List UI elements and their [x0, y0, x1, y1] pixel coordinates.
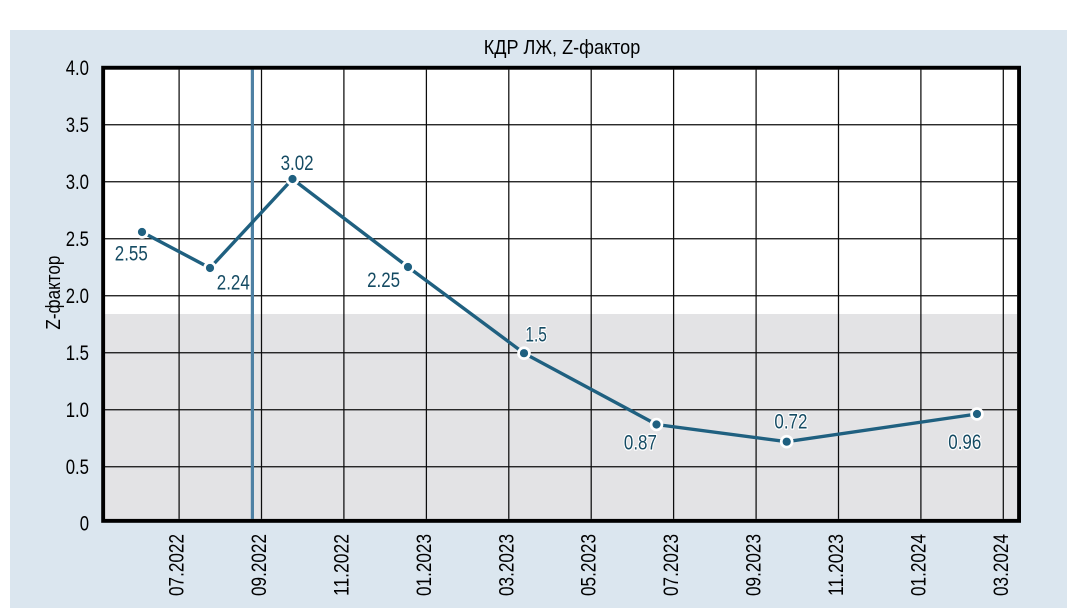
svg-text:2.25: 2.25: [367, 269, 400, 292]
svg-text:01.2024: 01.2024: [907, 534, 930, 596]
svg-text:2.55: 2.55: [115, 242, 148, 265]
svg-text:4.0: 4.0: [66, 57, 89, 80]
svg-text:КДР ЛЖ, Z-фактор: КДР ЛЖ, Z-фактор: [484, 36, 641, 59]
svg-text:1.0: 1.0: [66, 399, 89, 422]
svg-text:3.02: 3.02: [281, 152, 314, 175]
svg-text:2.0: 2.0: [66, 285, 89, 308]
svg-text:0.96: 0.96: [948, 431, 981, 454]
svg-text:03.2023: 03.2023: [495, 534, 518, 596]
svg-text:1.5: 1.5: [525, 323, 547, 346]
svg-text:2.5: 2.5: [66, 228, 89, 251]
svg-text:01.2023: 01.2023: [413, 534, 436, 596]
svg-text:3.0: 3.0: [66, 171, 89, 194]
svg-text:1.5: 1.5: [66, 342, 89, 365]
svg-text:0.5: 0.5: [66, 456, 89, 479]
svg-text:05.2023: 05.2023: [578, 534, 601, 596]
svg-text:07.2023: 07.2023: [660, 534, 683, 596]
svg-text:0: 0: [80, 513, 89, 536]
svg-text:11.2022: 11.2022: [330, 534, 353, 596]
svg-text:0.87: 0.87: [624, 432, 657, 455]
svg-text:2.24: 2.24: [217, 272, 250, 295]
svg-text:0.72: 0.72: [774, 410, 807, 433]
svg-text:3.5: 3.5: [66, 114, 89, 137]
svg-text:09.2022: 09.2022: [248, 534, 271, 596]
svg-text:09.2023: 09.2023: [743, 534, 766, 596]
svg-text:11.2023: 11.2023: [825, 534, 848, 596]
svg-text:03.2024: 03.2024: [990, 534, 1013, 596]
svg-text:Z-фактор: Z-фактор: [43, 256, 65, 330]
svg-text:07.2022: 07.2022: [166, 534, 189, 596]
